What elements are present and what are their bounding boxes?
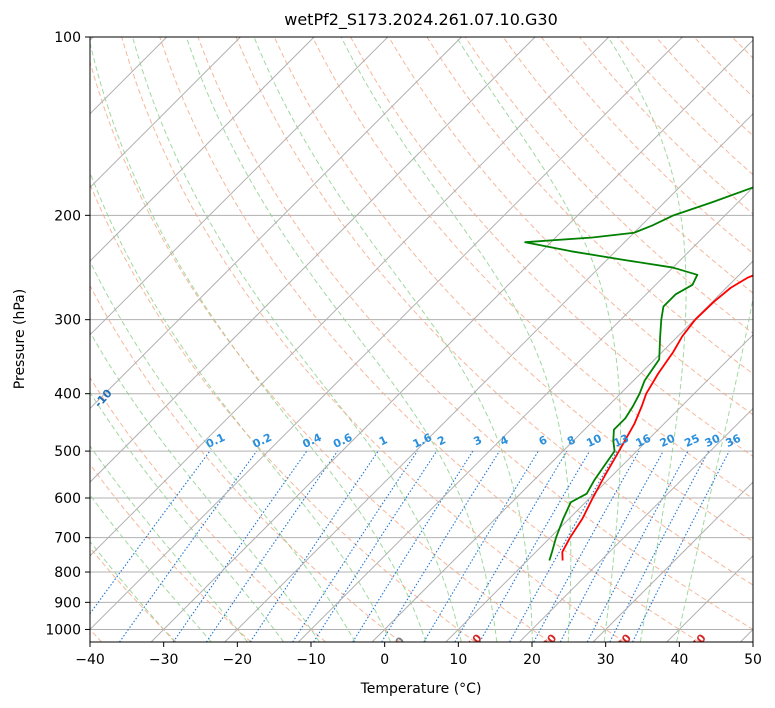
y-tick-label: 800 bbox=[54, 565, 81, 581]
x-tick-label: 30 bbox=[597, 652, 615, 668]
moist-adiabat-line bbox=[89, 37, 426, 642]
plot-area: -100-90-80-70-60-50-40-30-20-10010203040… bbox=[0, 37, 775, 652]
mixing-ratio-line bbox=[534, 451, 639, 642]
pressure-gridlines bbox=[90, 37, 753, 629]
dry-adiabat-line bbox=[198, 37, 774, 642]
y-axis-label: Pressure (hPa) bbox=[12, 289, 28, 389]
mixing-ratio-line bbox=[314, 451, 437, 642]
x-tick-label: −40 bbox=[75, 652, 105, 668]
mixing-ratio-label: 1 bbox=[377, 433, 389, 448]
dry-adiabat-line bbox=[541, 37, 775, 642]
mixing-ratio-label: 0.6 bbox=[331, 431, 354, 451]
mixing-ratio-line bbox=[633, 451, 730, 642]
y-axis-ticks: 100 200 300 400 500 600 700 800 900 1000 bbox=[45, 30, 90, 638]
dry-adiabat-line bbox=[389, 37, 775, 642]
moist-adiabat-line bbox=[677, 37, 774, 642]
dry-adiabats bbox=[0, 37, 775, 642]
mixing-ratio-label: 3 bbox=[472, 433, 484, 448]
plot-frame bbox=[90, 37, 753, 642]
moist-adiabat-line bbox=[0, 37, 284, 642]
dry-adiabat-line bbox=[160, 37, 699, 642]
mixing-ratio-line bbox=[119, 451, 256, 642]
isotherm-line bbox=[225, 37, 775, 642]
moist-adiabats bbox=[0, 37, 774, 642]
isotherm-line bbox=[0, 37, 461, 642]
isotherm-line bbox=[0, 37, 240, 642]
isotherm-line bbox=[77, 37, 682, 642]
y-tick-label: 700 bbox=[54, 531, 81, 547]
isotherm-line bbox=[667, 37, 775, 642]
dry-adiabat-line bbox=[0, 37, 326, 642]
isotherm-line bbox=[151, 37, 756, 642]
isotherm-line bbox=[519, 37, 775, 642]
x-tick-label: 0 bbox=[380, 652, 389, 668]
x-tick-label: 10 bbox=[449, 652, 467, 668]
dry-adiabat-line bbox=[7, 37, 400, 642]
profile-series bbox=[525, 37, 775, 561]
x-tick-label: −10 bbox=[296, 652, 326, 668]
dry-adiabat-label: -10 bbox=[92, 386, 115, 410]
y-tick-label: 900 bbox=[54, 595, 81, 611]
chart-title: wetPf2_S173.2024.261.07.10.G30 bbox=[284, 10, 558, 30]
moist-adiabat-line bbox=[20, 37, 355, 642]
isotherm-line bbox=[372, 37, 775, 642]
mixing-ratio-label: 4 bbox=[498, 433, 511, 448]
dry-adiabat-line bbox=[312, 37, 775, 642]
y-tick-label: 200 bbox=[54, 208, 81, 224]
dry-adiabat-line bbox=[122, 37, 625, 642]
moist-adiabat-line bbox=[0, 37, 211, 642]
mixing-ratio-line bbox=[610, 451, 709, 642]
mixing-ratio-label: 30 bbox=[703, 432, 723, 450]
dry-adiabat-line bbox=[503, 37, 775, 642]
mixing-ratio-line bbox=[382, 451, 500, 642]
y-tick-label: 400 bbox=[54, 387, 81, 403]
mixing-ratio-label: 2 bbox=[435, 433, 447, 448]
y-tick-label: 300 bbox=[54, 313, 81, 329]
mixing-ratio-label: 8 bbox=[565, 433, 577, 448]
mixing-ratio-label: 25 bbox=[682, 432, 701, 450]
mixing-ratio-line bbox=[293, 451, 418, 642]
dry-adiabat-line bbox=[694, 37, 775, 642]
mixing-ratio-label: 1.6 bbox=[411, 431, 434, 451]
dry-adiabat-line bbox=[236, 37, 775, 642]
mixing-ratio-line bbox=[206, 451, 337, 642]
moist-adiabat-line bbox=[456, 37, 620, 642]
mixing-ratio-label: 0.1 bbox=[204, 431, 227, 451]
mixing-ratio-lines bbox=[69, 451, 729, 642]
mixing-ratio-label: 10 bbox=[584, 432, 604, 450]
mixing-ratio-line bbox=[560, 451, 663, 642]
dry-adiabat-line bbox=[0, 37, 251, 642]
dry-adiabat-line bbox=[656, 37, 775, 642]
y-tick-label: 500 bbox=[54, 444, 81, 460]
dry-adiabat-line bbox=[274, 37, 775, 642]
dry-adiabat-line bbox=[465, 37, 775, 642]
mixing-ratio-label: 0.4 bbox=[300, 431, 323, 451]
isotherm-line bbox=[0, 37, 388, 642]
y-tick-label: 1000 bbox=[45, 622, 81, 638]
dry-adiabat-line bbox=[770, 37, 775, 642]
y-tick-label: 100 bbox=[54, 30, 81, 46]
y-tick-label: 600 bbox=[54, 491, 81, 507]
x-axis-label: Temperature (°C) bbox=[360, 681, 482, 697]
mixing-ratio-line bbox=[250, 451, 378, 642]
mixing-ratio-line bbox=[510, 451, 617, 642]
x-tick-label: −20 bbox=[223, 652, 253, 668]
x-tick-label: −30 bbox=[149, 652, 179, 668]
isotherm-line bbox=[0, 37, 314, 642]
dry-adiabat-line bbox=[45, 37, 475, 642]
mixing-ratio-label: 6 bbox=[537, 433, 550, 448]
x-axis-ticks: −40 −30 −20 −10 0 10 20 30 40 50 bbox=[75, 642, 762, 668]
moist-adiabat-line bbox=[0, 37, 320, 642]
x-tick-label: 40 bbox=[670, 652, 688, 668]
mixing-ratio-label: 0.2 bbox=[251, 431, 274, 451]
series-line-green bbox=[525, 37, 775, 561]
moist-adiabat-line bbox=[52, 37, 391, 642]
x-tick-label: 50 bbox=[744, 652, 762, 668]
isotherm-line bbox=[740, 37, 775, 642]
x-tick-label: 20 bbox=[523, 652, 541, 668]
dry-adiabat-line bbox=[618, 37, 775, 642]
mixing-ratio-label: 16 bbox=[634, 432, 654, 450]
